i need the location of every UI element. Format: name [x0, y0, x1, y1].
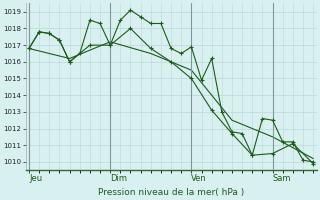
X-axis label: Pression niveau de la mer( hPa ): Pression niveau de la mer( hPa ) [98, 188, 244, 197]
